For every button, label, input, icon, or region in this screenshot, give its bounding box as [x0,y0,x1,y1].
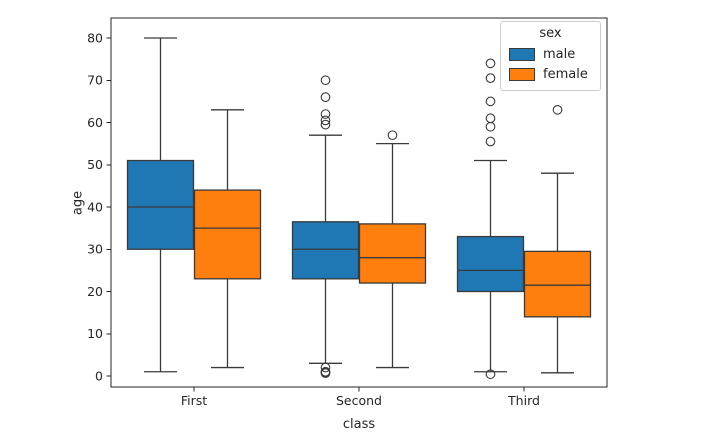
outlier-point [485,58,496,69]
box-third-female [523,104,592,374]
outlier-point [485,136,496,147]
outlier-point [320,109,331,119]
box-third-male [456,58,525,380]
y-tick-label-70: 70 [87,73,103,88]
box-second-female [358,130,427,369]
x-axis-label: class [342,417,376,432]
legend: sex male female [500,21,601,91]
y-tick-label-60: 60 [87,115,103,130]
y-tick-label-50: 50 [87,157,103,172]
male-color-swatch-icon [509,47,535,61]
legend-item-male: male [509,46,592,64]
outlier-point [387,130,398,141]
legend-label-male: male [543,46,576,62]
outlier-point [320,368,331,379]
box-first-male [126,37,195,373]
box-second-male [291,75,360,379]
y-tick-label-10: 10 [87,326,103,341]
y-tick-label-80: 80 [87,30,103,45]
y-tick-label-0: 0 [95,368,103,383]
y-tick-label-40: 40 [87,199,103,214]
outlier-point [320,92,331,102]
outlier-point [320,115,331,126]
outlier-point [485,73,496,83]
x-tick-label-first: First [181,393,207,408]
outlier-point [485,113,496,124]
legend-label-female: female [543,67,588,83]
outlier-point [320,119,331,130]
outlier-point [320,75,331,86]
y-axis-label: age [70,190,86,216]
y-tick-label-20: 20 [87,284,103,299]
legend-title: sex [539,26,562,41]
outlier-point [485,369,496,380]
outlier-point [485,121,496,132]
outlier-point [320,362,331,373]
female-color-swatch-icon [509,68,535,82]
x-tick-label-third: Third [507,393,540,408]
outlier-point [485,96,496,107]
x-tick-label-second: Second [336,393,382,408]
y-tick-label-30: 30 [87,242,103,257]
outlier-point [552,104,563,115]
legend-item-female: female [509,66,592,84]
box-first-female [193,109,262,369]
